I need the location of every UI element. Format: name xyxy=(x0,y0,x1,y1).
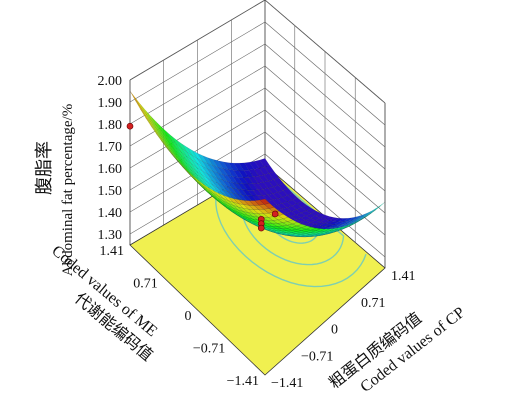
z-tick-label: 1.30 xyxy=(98,228,123,243)
z-tick-label: 1.90 xyxy=(98,96,123,111)
y-tick-label: −0.71 xyxy=(301,349,333,364)
z-tick-label: 1.50 xyxy=(98,184,123,199)
z-tick-label: 1.60 xyxy=(98,162,123,177)
z-axis-title: 腹脂率 Abdominal fat percentage/% xyxy=(34,104,76,276)
floor-contour-3 xyxy=(215,197,367,288)
z-tick-label: 1.40 xyxy=(98,206,123,221)
x-tick-label: −0.71 xyxy=(193,342,225,357)
x-tick-label: 0.71 xyxy=(133,277,158,292)
y-tick-label: −1.41 xyxy=(271,376,303,391)
design-points xyxy=(126,122,279,232)
design-point-1 xyxy=(126,122,134,130)
x-tick-label: −1.41 xyxy=(227,374,259,389)
y-tick-label: 1.41 xyxy=(391,269,416,284)
z-axis-title-en: Abdominal fat percentage/% xyxy=(60,104,76,276)
z-tick-label: 1.70 xyxy=(98,140,123,155)
x-tick-label: 1.41 xyxy=(100,244,125,259)
design-point-5 xyxy=(271,210,279,218)
z-tick-label: 1.80 xyxy=(98,118,123,133)
tick-labels: 2.001.901.801.701.601.501.401.301.410.71… xyxy=(98,74,416,391)
design-point-4 xyxy=(257,224,265,232)
response-surface xyxy=(129,90,386,238)
x-tick-label: 0 xyxy=(185,309,192,324)
z-tick-label: 2.00 xyxy=(98,74,123,89)
y-tick-label: 0.71 xyxy=(361,296,386,311)
y-tick-label: 0 xyxy=(331,323,338,338)
z-axis-title-cn: 腹脂率 xyxy=(34,141,55,195)
